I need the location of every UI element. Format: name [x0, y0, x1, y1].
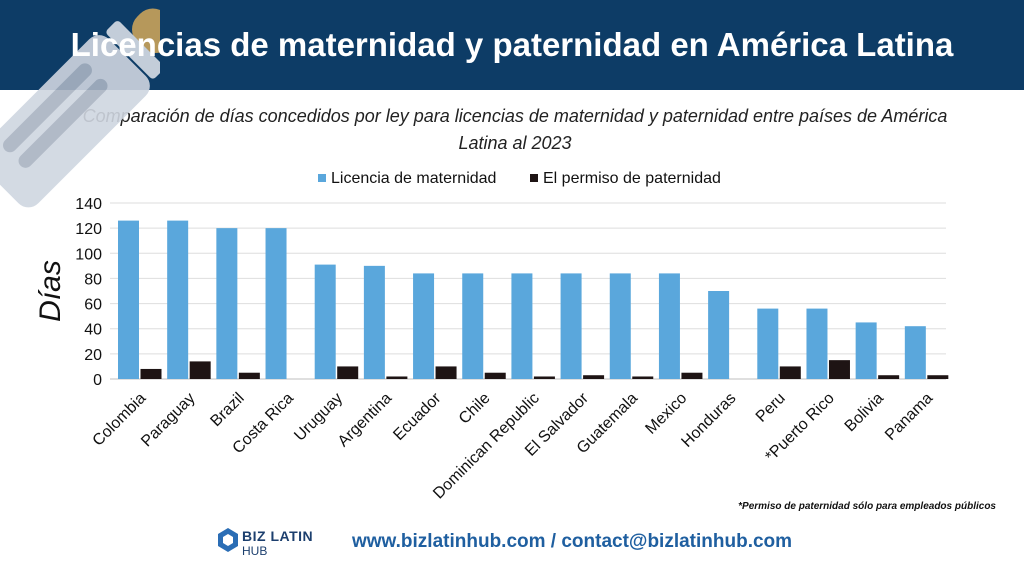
y-tick-label: 0 [93, 372, 102, 389]
bizlatinhub-logo: BIZ LATIN HUB [216, 526, 316, 560]
bar-paternity [828, 360, 850, 379]
bar-maternity [609, 273, 631, 379]
footnote: *Permiso de paternidad sólo para emplead… [738, 501, 996, 512]
bar-paternity [140, 368, 162, 379]
bar-maternity [904, 326, 926, 379]
bar-maternity [363, 265, 385, 379]
bar-maternity [511, 273, 533, 379]
bar-paternity [632, 376, 654, 379]
logo-text-bottom: HUB [242, 544, 268, 558]
bar-maternity [462, 273, 484, 379]
bar-maternity [806, 308, 828, 379]
x-tick-label: Peru [753, 390, 789, 426]
bar-maternity [118, 220, 139, 379]
bar-paternity [533, 376, 555, 379]
bar-paternity [484, 372, 506, 379]
bar-paternity [681, 372, 703, 379]
header-banner: Licencias de maternidad y paternidad en … [0, 0, 1024, 90]
y-tick-label: 120 [75, 221, 102, 238]
x-tick-label: Paraguay [138, 390, 198, 450]
page-title: Licencias de maternidad y paternidad en … [70, 26, 954, 63]
y-tick-label: 100 [75, 246, 102, 263]
y-tick-label: 40 [84, 322, 102, 339]
x-tick-label: Brazil [207, 390, 247, 430]
bar-paternity [238, 372, 260, 379]
chart-subtitle: Comparación de días concedidos por ley p… [82, 106, 948, 153]
y-axis-label: Días [34, 260, 67, 322]
bar-paternity [927, 375, 949, 379]
logo-mark-icon [218, 528, 238, 552]
bar-maternity [167, 220, 189, 379]
x-tick-label: Argentina [335, 390, 396, 451]
bar-paternity [779, 366, 801, 379]
y-tick-label: 80 [84, 271, 102, 288]
legend-swatch [318, 174, 326, 182]
x-tick-label: Panama [882, 390, 936, 444]
y-tick-label: 20 [84, 347, 102, 364]
legend-label: El permiso de paternidad [543, 170, 721, 187]
bar-maternity [708, 291, 730, 379]
bar-paternity [878, 375, 900, 379]
bar-maternity [265, 228, 287, 379]
legend-label: Licencia de maternidad [331, 170, 496, 187]
bar-paternity [189, 361, 211, 379]
bar-maternity [658, 273, 680, 379]
bar-maternity [560, 273, 582, 379]
legend-swatch [530, 174, 538, 182]
logo-text-top: BIZ LATIN [242, 528, 314, 544]
x-tick-label: Mexico [642, 390, 690, 438]
x-tick-label: Chile [456, 390, 494, 428]
contact-info[interactable]: www.bizlatinhub.com / contact@bizlatinhu… [352, 531, 793, 552]
y-tick-label: 140 [75, 196, 102, 213]
bar-paternity [337, 366, 359, 379]
bar-maternity [757, 308, 779, 379]
bar-maternity [216, 228, 238, 379]
x-tick-label: Bolivia [842, 390, 887, 435]
bar-maternity [413, 273, 435, 379]
bar-maternity [314, 264, 336, 379]
bar-paternity [386, 376, 408, 379]
x-tick-label: Honduras [678, 390, 739, 451]
x-tick-label: Ecuador [390, 389, 445, 444]
y-tick-label: 60 [84, 297, 102, 314]
bar-paternity [583, 375, 605, 379]
bar-paternity [435, 366, 457, 379]
bar-chart: 0 20 40 60 80 100 120 140 Días Licencia de matern… [34, 170, 949, 500]
bar-maternity [855, 322, 877, 379]
